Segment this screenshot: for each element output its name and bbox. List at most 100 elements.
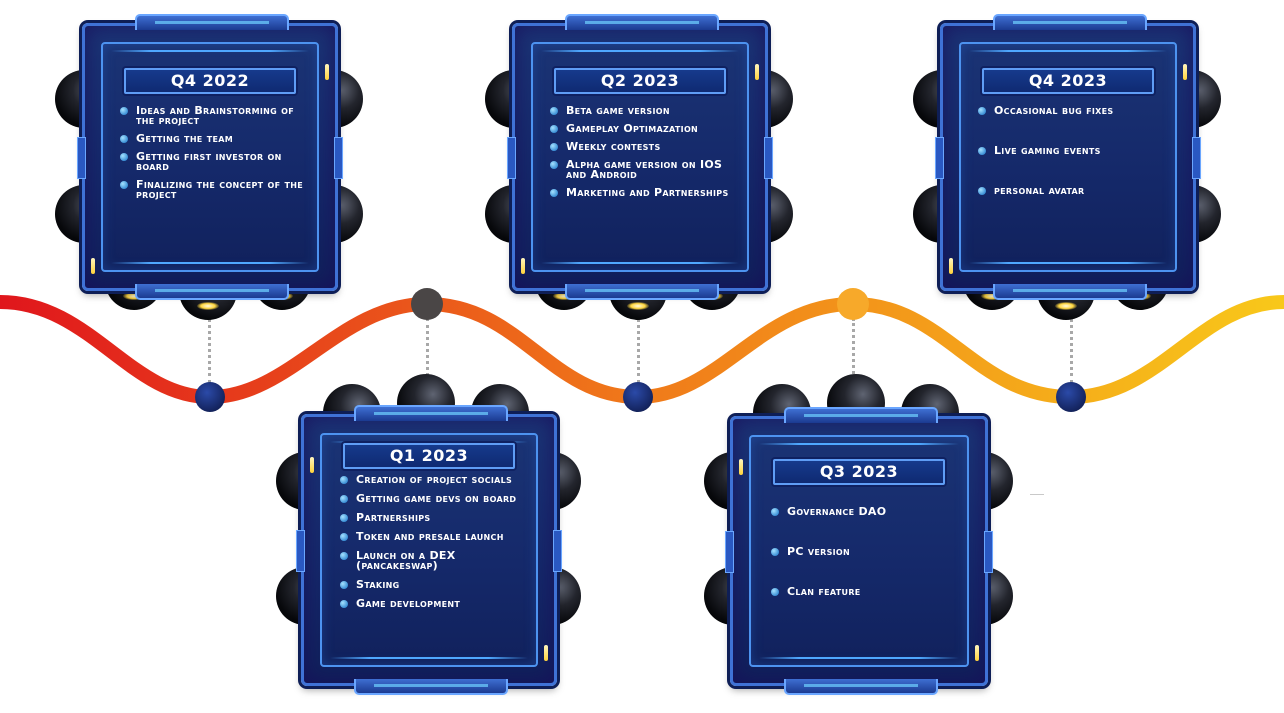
bullet-icon	[340, 514, 348, 522]
milestone-title-text: Q1 2023	[389, 446, 469, 465]
card-light	[1183, 64, 1187, 80]
card-inner-frame	[531, 42, 749, 272]
card-light	[521, 258, 525, 274]
card-bottom-tab	[993, 284, 1147, 300]
milestone-card: Q2 2023 Beta game version Gameplay Optim…	[507, 14, 773, 300]
milestone-item: Ideas and Brainstorming of the project	[120, 105, 310, 126]
milestone-card: Q4 2022 Ideas and Brainstorming of the p…	[77, 14, 343, 300]
bullet-icon	[340, 552, 348, 560]
milestone-item: Staking	[340, 579, 530, 590]
bullet-icon	[550, 143, 558, 151]
connector-q4-2022	[208, 300, 211, 384]
card-light	[91, 258, 95, 274]
milestone-card: Q1 2023 Creation of project socials Gett…	[296, 405, 562, 695]
card-side-clip	[1192, 137, 1201, 179]
bullet-icon	[120, 135, 128, 143]
bullet-icon	[340, 600, 348, 608]
card-light	[949, 258, 953, 274]
bullet-icon	[550, 125, 558, 133]
card-inner-frame	[320, 433, 538, 667]
milestone-item-list: Governance DAO PC version Clan feature	[771, 506, 961, 627]
bullet-icon	[340, 581, 348, 589]
timeline-node-q2-2023	[623, 382, 653, 412]
milestone-title: Q1 2023	[343, 443, 515, 469]
card-side-clip	[935, 137, 944, 179]
connector-q4-2023	[1070, 300, 1073, 384]
bullet-icon	[340, 533, 348, 541]
milestone-item: personal avatar	[978, 185, 1168, 196]
card-side-clip	[296, 530, 305, 572]
milestone-item: Creation of project socials	[340, 474, 530, 485]
milestone-item: Live gaming events	[978, 145, 1168, 156]
timeline-node-q1-2023	[411, 288, 443, 320]
milestone-item-list: Creation of project socials Getting game…	[340, 474, 530, 618]
connector-q2-2023	[637, 300, 640, 384]
bullet-icon	[978, 187, 986, 195]
card-side-clip	[764, 137, 773, 179]
card-bottom-tab	[354, 679, 508, 695]
card-top-tab	[993, 14, 1147, 30]
milestone-item: Marketing and Partnerships	[550, 187, 740, 198]
bullet-icon	[340, 495, 348, 503]
milestone-item: Partnerships	[340, 512, 530, 523]
milestone-card: Q4 2023 Occasional bug fixes Live gaming…	[935, 14, 1201, 300]
card-top-tab	[135, 14, 289, 30]
milestone-title: Q2 2023	[554, 68, 726, 94]
milestone-title-text: Q4 2022	[170, 71, 250, 90]
bullet-icon	[771, 548, 779, 556]
bullet-icon	[771, 588, 779, 596]
bullet-icon	[550, 107, 558, 115]
card-light	[975, 645, 979, 661]
bullet-icon	[550, 161, 558, 169]
card-light	[310, 457, 314, 473]
card-bottom-tab	[135, 284, 289, 300]
milestone-item: Occasional bug fixes	[978, 105, 1168, 116]
milestone-item: Getting the team	[120, 133, 310, 144]
milestone-item: Beta game version	[550, 105, 740, 116]
bullet-icon	[120, 153, 128, 161]
card-bottom-tab	[565, 284, 719, 300]
milestone-item: Launch on a DEX (pancakeswap)	[340, 550, 530, 571]
card-inner-frame	[959, 42, 1177, 272]
card-bottom-tab	[784, 679, 938, 695]
milestone-title-text: Q3 2023	[819, 462, 899, 481]
milestone-item: Getting first investor on board	[120, 151, 310, 172]
bullet-icon	[978, 147, 986, 155]
bullet-icon	[120, 181, 128, 189]
milestone-item: Getting game devs on board	[340, 493, 530, 504]
milestone-title: Q4 2022	[124, 68, 296, 94]
card-light	[325, 64, 329, 80]
timeline-node-q4-2023	[1056, 382, 1086, 412]
card-light	[544, 645, 548, 661]
milestone-title: Q4 2023	[982, 68, 1154, 94]
milestone-item-list: Ideas and Brainstorming of the project G…	[120, 105, 310, 208]
timeline-node-q4-2022	[195, 382, 225, 412]
card-top-tab	[784, 407, 938, 423]
milestone-item: Governance DAO	[771, 506, 961, 517]
milestone-title-text: Q2 2023	[600, 71, 680, 90]
bullet-icon	[550, 189, 558, 197]
connector-q1-2023	[426, 318, 429, 406]
bullet-icon	[340, 476, 348, 484]
milestone-item: Clan feature	[771, 586, 961, 597]
card-side-clip	[334, 137, 343, 179]
card-side-clip	[725, 531, 734, 573]
card-top-tab	[354, 405, 508, 421]
card-side-clip	[77, 137, 86, 179]
card-side-clip	[553, 530, 562, 572]
bullet-icon	[978, 107, 986, 115]
milestone-item: Token and presale launch	[340, 531, 530, 542]
card-inner-frame	[749, 435, 969, 667]
card-top-tab	[565, 14, 719, 30]
bullet-icon	[771, 508, 779, 516]
milestone-item: Finalizing the concept of the project	[120, 179, 310, 200]
milestone-item: Alpha game version on IOS and Android	[550, 159, 740, 180]
card-light	[755, 64, 759, 80]
milestone-title: Q3 2023	[773, 459, 945, 485]
card-light	[739, 459, 743, 475]
milestone-item: Weekly contests	[550, 141, 740, 152]
card-side-clip	[507, 137, 516, 179]
milestone-item: PC version	[771, 546, 961, 557]
bullet-icon	[120, 107, 128, 115]
